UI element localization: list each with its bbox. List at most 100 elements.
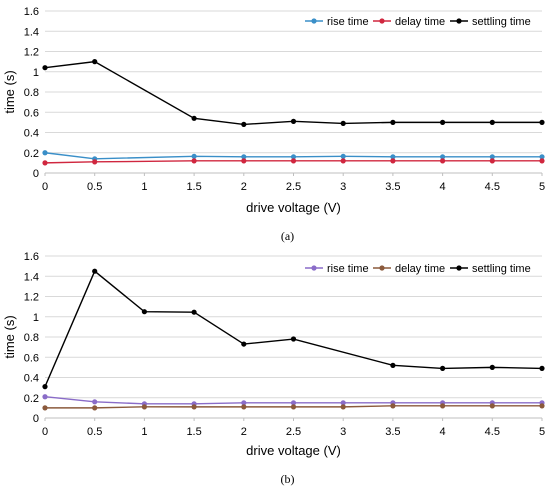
x-tick-label: 0 (42, 181, 48, 193)
y-axis-label: time (s) (2, 70, 17, 113)
chart-b: 0 0.2 0.4 0.6 0.8 1 1.2 1.4 1.6 0 0.5 1 1.5 2 2.5 3 3.5 4… (2, 251, 545, 486)
x-tick-label: 3 (340, 181, 346, 193)
data-point (340, 120, 346, 126)
data-point (241, 400, 247, 406)
x-tick-label: 1 (141, 426, 147, 438)
y-tick-label: 0.8 (24, 87, 39, 99)
data-point (290, 336, 297, 342)
y-axis-label: time (s) (2, 315, 17, 358)
data-point (42, 405, 48, 411)
x-tick-label: 0.5 (87, 181, 102, 193)
data-point (191, 153, 197, 159)
data-point (42, 160, 48, 166)
data-point (539, 154, 545, 160)
data-point (290, 400, 297, 406)
data-point (290, 404, 297, 410)
x-tick-label: 2 (241, 181, 247, 193)
data-point (42, 65, 48, 71)
chart-a: 0 0.2 0.4 0.6 0.8 1 1.2 1.4 1.6 0 0.5 1 1.5 2 2.5 3 3.5 4… (2, 6, 545, 243)
data-point (390, 154, 396, 160)
x-tick-label: 4.5 (485, 426, 500, 438)
y-tick-label: 1.6 (24, 6, 39, 18)
y-tick-label: 1.2 (24, 47, 39, 59)
data-point (141, 309, 147, 315)
legend-label: settling time (472, 263, 531, 275)
legend-swatch-marker (456, 18, 462, 24)
data-point (241, 404, 247, 410)
data-point (440, 154, 446, 160)
legend-label: delay time (395, 16, 445, 28)
data-point (390, 158, 396, 164)
legend-label: rise time (327, 263, 369, 275)
data-point (191, 309, 197, 315)
data-point (340, 400, 346, 406)
y-tick-label: 0.6 (24, 352, 39, 364)
x-tick-label: 4 (440, 426, 446, 438)
x-tick-label: 3.5 (385, 426, 400, 438)
x-tick-label: 2.5 (286, 181, 301, 193)
x-tick-label: 2 (241, 426, 247, 438)
data-point (191, 115, 197, 121)
data-point (440, 365, 446, 371)
legend-swatch-marker (379, 265, 385, 271)
data-point (241, 154, 247, 160)
x-tick-label: 1.5 (186, 181, 201, 193)
y-tick-label: 0.6 (24, 107, 39, 119)
data-point (141, 404, 147, 410)
data-point (489, 154, 495, 160)
x-tick-label: 1 (141, 181, 147, 193)
x-tick-label: 0 (42, 426, 48, 438)
x-tick-label: 3.5 (385, 181, 400, 193)
data-point (440, 158, 446, 164)
data-point (92, 159, 98, 165)
data-point (241, 121, 247, 127)
y-tick-label: 0 (33, 413, 39, 425)
series-line (44, 152, 542, 160)
data-point (340, 153, 346, 159)
data-point (92, 399, 98, 405)
data-point (440, 403, 446, 409)
x-tick-label: 4.5 (485, 181, 500, 193)
y-tick-label: 1.4 (24, 271, 39, 283)
x-tick-label: 4 (440, 181, 446, 193)
data-point (42, 394, 48, 400)
y-tick-label: 1 (33, 67, 39, 79)
data-point (340, 404, 346, 410)
data-point (42, 384, 48, 390)
y-tick-label: 0.4 (24, 128, 39, 140)
x-axis-label: drive voltage (V) (246, 200, 341, 215)
data-point (539, 365, 545, 371)
y-tick-label: 0.2 (24, 148, 39, 160)
data-point (92, 268, 98, 274)
data-point (290, 118, 297, 124)
data-point (92, 59, 98, 65)
data-point (241, 341, 247, 347)
x-tick-label: 5 (539, 426, 545, 438)
data-point (290, 154, 297, 160)
data-point (92, 405, 98, 411)
data-point (489, 119, 495, 125)
data-point (241, 158, 247, 164)
legend-swatch-marker (311, 265, 317, 271)
legend-label: delay time (395, 263, 445, 275)
x-axis-label: drive voltage (V) (246, 443, 341, 458)
y-tick-label: 0.2 (24, 393, 39, 405)
data-point (191, 158, 197, 164)
y-tick-label: 0.8 (24, 332, 39, 344)
legend-swatch-marker (456, 265, 462, 271)
legend-label: rise time (327, 16, 369, 28)
data-point (340, 158, 346, 164)
data-point (390, 403, 396, 409)
figure-caption: (a) (281, 229, 294, 243)
series-line (44, 160, 542, 164)
data-point (390, 119, 396, 125)
y-tick-label: 0.4 (24, 373, 39, 385)
legend-swatch-marker (311, 18, 317, 24)
data-point (539, 158, 545, 164)
data-point (191, 404, 197, 410)
x-tick-label: 2.5 (286, 426, 301, 438)
data-point (489, 158, 495, 164)
data-point (290, 158, 297, 164)
x-tick-label: 5 (539, 181, 545, 193)
